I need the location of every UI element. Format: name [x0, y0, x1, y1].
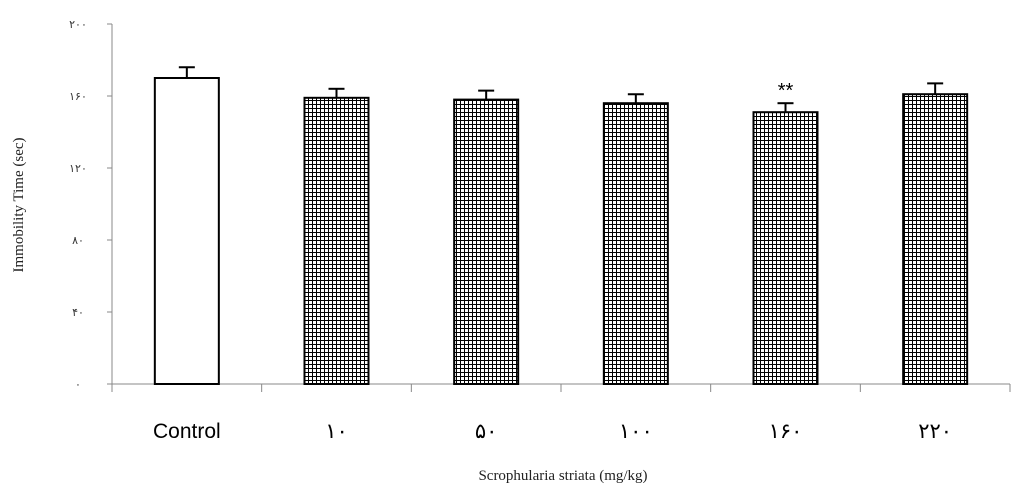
significance-marker: ** [778, 80, 794, 102]
y-tick-label: ۰ [75, 378, 81, 391]
y-axis-title: Immobility Time (sec) [11, 137, 27, 272]
y-axis: ۰ ۴۰ ۸۰ ۱۲۰ ۱۶۰ ۲۰۰ [69, 18, 113, 391]
x-tick-label: ۲۲۰ [918, 420, 952, 443]
y-tick-label: ۱۶۰ [69, 90, 87, 103]
bar [303, 96, 370, 386]
y-tick-label: ۴۰ [72, 306, 84, 319]
x-tick-label: ۵۰ [475, 420, 498, 443]
x-tick-label: ۱۰۰ [619, 420, 653, 443]
x-tick-label: ۱۰ [325, 420, 348, 443]
y-tick-label: ۲۰۰ [69, 18, 87, 31]
bar [902, 93, 969, 385]
bars: ** [153, 66, 969, 386]
x-axis: Control ۱۰ ۵۰ ۱۰۰ ۱۶۰ ۲۲۰ [111, 383, 1011, 443]
bar [752, 111, 819, 385]
bar [153, 77, 220, 385]
x-axis-title: Scrophularia striata (mg/kg) [478, 468, 647, 484]
y-tick-label: ۸۰ [72, 234, 84, 247]
x-tick-label: ۱۶۰ [769, 420, 803, 443]
y-tick-label: ۱۲۰ [69, 162, 87, 175]
bar [453, 98, 520, 385]
bar [602, 102, 669, 385]
x-tick-label: Control [153, 420, 221, 443]
